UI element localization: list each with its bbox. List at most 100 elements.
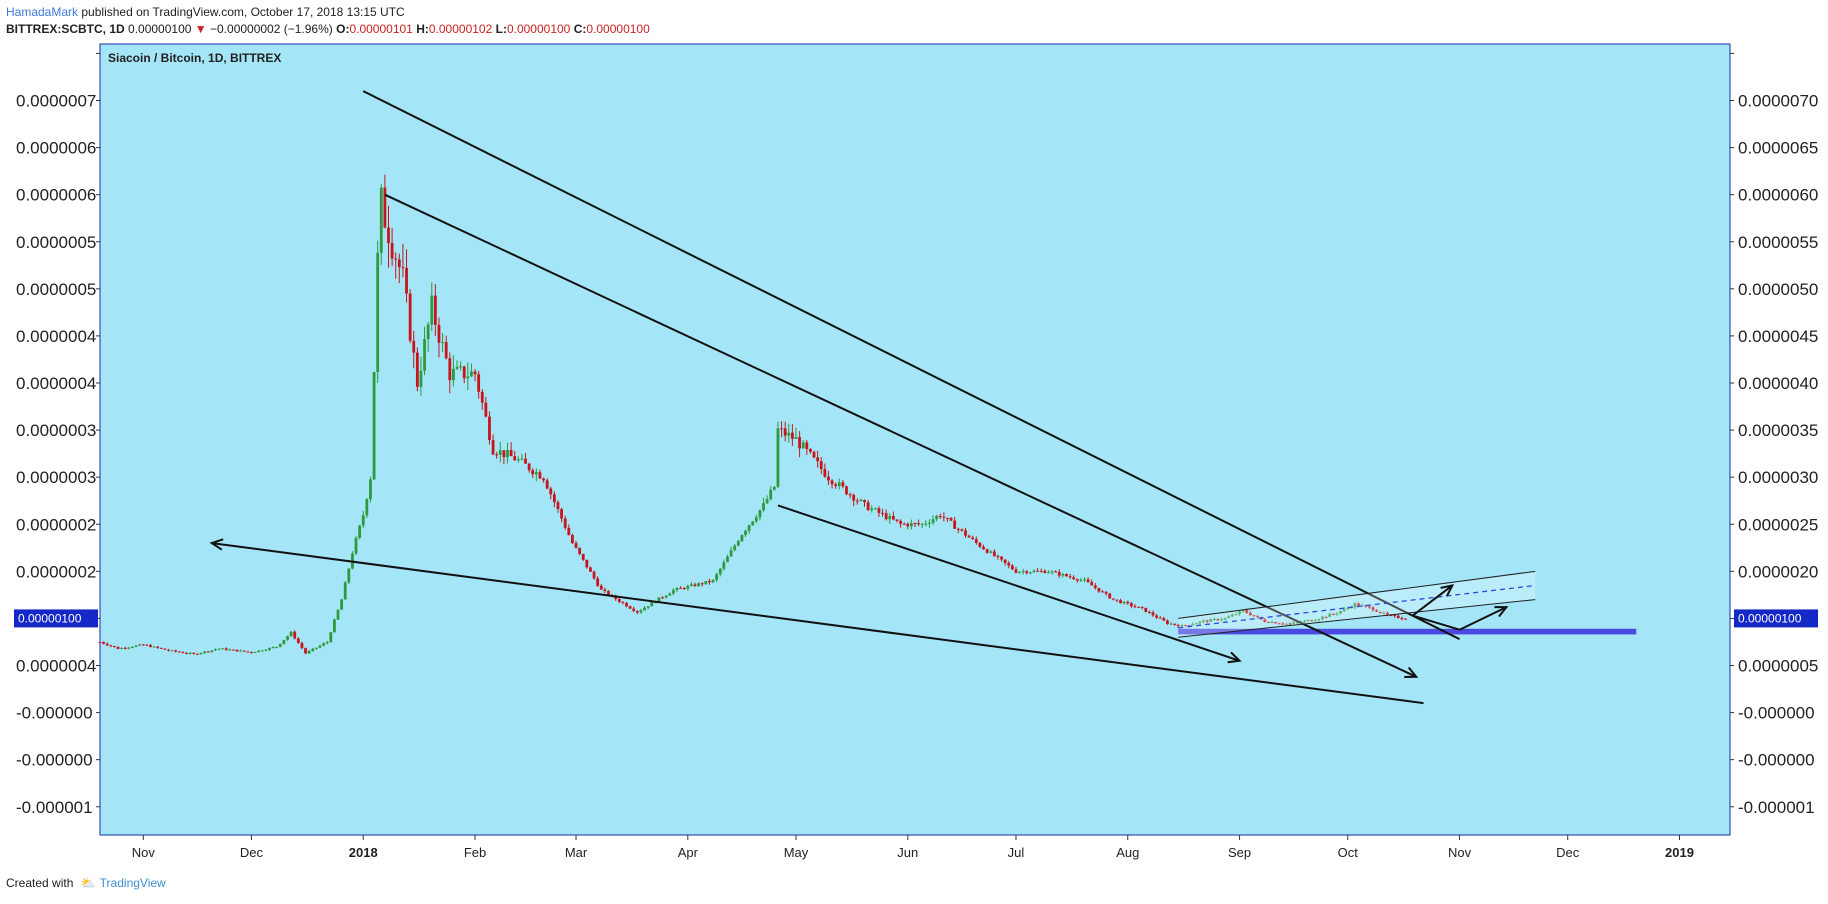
candle-body [946, 517, 949, 519]
candle-body [754, 517, 758, 522]
candle-body [1245, 610, 1249, 613]
candle-body [690, 584, 693, 586]
candle-body [985, 549, 989, 553]
candle-body [98, 641, 102, 643]
arrow-head [1494, 606, 1509, 618]
chart-header: HamadaMark published on TradingView.com,… [6, 4, 650, 40]
candle-body [1212, 619, 1216, 621]
candle-body [534, 472, 538, 475]
candle-body [1018, 571, 1021, 573]
candle-body [736, 541, 740, 546]
y-tick-label-left: -0.000000 [16, 704, 93, 723]
candle-body [466, 376, 470, 379]
tradingview-brand[interactable]: TradingView [99, 876, 166, 890]
candle-body [643, 607, 646, 611]
candle-body [1317, 619, 1321, 621]
candle-body [592, 571, 596, 579]
publish-line: HamadaMark published on TradingView.com,… [6, 4, 650, 21]
candle-body [141, 644, 145, 646]
candle-body [152, 646, 156, 648]
candle-body [314, 647, 318, 649]
candle-body [394, 258, 398, 260]
candle-body [452, 368, 455, 381]
candle-body [790, 432, 794, 439]
candle-body [942, 516, 946, 518]
candle-body [971, 537, 975, 539]
candle-body [964, 530, 967, 536]
candle-body [232, 649, 235, 651]
candle-body [524, 458, 527, 464]
trend-line-resistance [362, 90, 1460, 641]
candle-body [430, 295, 434, 325]
candle-body [1036, 570, 1040, 572]
candle-body [498, 450, 502, 455]
candle-body [953, 520, 957, 529]
candle-body [195, 653, 199, 655]
candle-body [1032, 570, 1036, 573]
candle-body [1303, 620, 1306, 623]
candle-body [596, 578, 600, 586]
candle-body [477, 374, 481, 392]
candle-body [1241, 610, 1245, 612]
price-tag-right-text: 0.00000100 [1738, 611, 1802, 625]
candle-body [809, 448, 812, 452]
candle-body [192, 652, 196, 654]
candle-body [120, 647, 124, 649]
candle-body [556, 502, 560, 510]
y-tick-label-right: 0.0000060 [1738, 186, 1818, 205]
candle-body [787, 432, 791, 436]
candle-body [203, 651, 206, 654]
candle-body [722, 562, 726, 569]
tradingview-logo-icon[interactable]: ⛅ [80, 876, 96, 890]
candle-body [1028, 572, 1032, 574]
symbol-label: BITTREX:SCBTC, 1D [6, 22, 125, 36]
candle-body [794, 437, 798, 439]
y-tick-label-left: 0.0000006 [16, 186, 96, 205]
candle-body [401, 267, 405, 269]
candle-body [260, 650, 264, 652]
candle-body [105, 643, 109, 646]
candle-body [1140, 606, 1144, 608]
candle-body [1342, 608, 1346, 612]
candle-body [1010, 565, 1014, 570]
x-tick-label: Nov [1448, 845, 1472, 860]
candle-body [668, 593, 672, 596]
candle-body [210, 650, 214, 652]
y-tick-label-left: 0.0000004 [16, 327, 96, 346]
candle-body [307, 650, 311, 654]
candle-body [336, 609, 340, 620]
candle-body [1000, 556, 1003, 560]
x-tick-label: Nov [132, 845, 156, 860]
candle-body [1003, 559, 1007, 563]
candle-body [571, 535, 574, 544]
candle-body [1357, 603, 1360, 606]
candle-body [354, 538, 358, 554]
last-price: 0.00000100 [128, 22, 192, 36]
x-tick-label: Feb [464, 845, 486, 860]
candle-body [884, 513, 888, 520]
candle-body [397, 259, 401, 268]
candle-body [729, 550, 733, 557]
candle-body [1386, 612, 1389, 615]
candle-body [852, 494, 856, 501]
candlestick-chart[interactable]: -0.000001 -0.000001 -0.000000 -0.000000 -0.0… [0, 40, 1828, 870]
candle-body [574, 543, 578, 548]
candle-body [509, 449, 513, 457]
footer: Created with ⛅ TradingView [6, 876, 166, 890]
published-text: published on TradingView.com, October 17… [81, 5, 405, 19]
x-tick-label: Dec [1556, 845, 1580, 860]
candle-body [1313, 620, 1317, 622]
candle-body [113, 646, 116, 648]
candle-body [1065, 573, 1068, 577]
candle-body [1400, 618, 1404, 620]
candle-body [1248, 612, 1252, 616]
channel-upper [1178, 570, 1536, 619]
author-link[interactable]: HamadaMark [6, 5, 79, 19]
x-tick-label: May [784, 845, 809, 860]
candle-body [1198, 621, 1202, 624]
open-value: 0.00000101 [349, 22, 413, 36]
candle-body [715, 574, 719, 580]
candle-body [686, 585, 690, 589]
candle-body [361, 515, 365, 526]
candle-body [264, 649, 268, 651]
